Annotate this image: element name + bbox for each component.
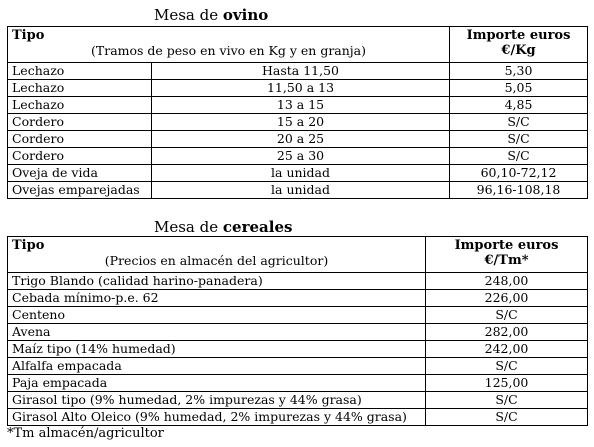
- tipo-cell: Centeno: [7, 306, 426, 324]
- table-row: Lechazo Hasta 11,50 5,30: [7, 62, 589, 80]
- tipo-cell: Ovejas emparejadas: [7, 181, 152, 199]
- table-row: Lechazo 11,50 a 13 5,05: [7, 79, 589, 97]
- cereales-header-row: Tipo (Precios en almacén del agricultor)…: [7, 236, 588, 273]
- importe-cell: S/C: [425, 306, 588, 324]
- tipo-cell: Maíz tipo (14% humedad): [7, 340, 426, 358]
- tramo-cell: la unidad: [150, 164, 451, 182]
- table-row: Cordero 15 a 20 S/C: [7, 113, 589, 131]
- tramo-cell: Hasta 11,50: [150, 62, 451, 80]
- tramo-cell: 13 a 15: [150, 96, 451, 114]
- importe-cell: 248,00: [425, 272, 588, 290]
- tipo-cell: Cordero: [7, 147, 152, 165]
- tramo-cell: la unidad: [150, 181, 451, 199]
- ovino-title: Mesa de ovino: [154, 6, 269, 24]
- importe-cell: S/C: [449, 130, 589, 148]
- tipo-cell: Trigo Blando (calidad harino-panadera): [7, 272, 426, 290]
- ovino-col-importe-header: Importe euros €/Kg: [449, 26, 589, 63]
- table-row: Ovejas emparejadas la unidad 96,16-108,18: [7, 181, 589, 199]
- importe-cell: S/C: [425, 408, 588, 426]
- tipo-cell: Cordero: [7, 113, 152, 131]
- cereales-table: Tipo (Precios en almacén del agricultor)…: [7, 236, 588, 426]
- importe-cell: S/C: [425, 357, 588, 375]
- tipo-cell: Girasol Alto Oleico (9% humedad, 2% impu…: [7, 408, 426, 426]
- importe-cell: S/C: [449, 113, 589, 131]
- table-row: Oveja de vida la unidad 60,10-72,12: [7, 164, 589, 182]
- ovino-header-row: Tipo (Tramos de peso en vivo en Kg y en …: [6, 26, 589, 63]
- tipo-cell: Paja empacada: [7, 374, 426, 392]
- cereales-col-tipo-header: Tipo (Precios en almacén del agricultor): [7, 236, 426, 273]
- tipo-cell: Girasol tipo (9% humedad, 2% impurezas y…: [7, 391, 426, 409]
- importe-cell: 125,00: [425, 374, 588, 392]
- table-row: Girasol tipo (9% humedad, 2% impurezas y…: [7, 391, 588, 409]
- cereales-title: Mesa de cereales: [154, 218, 293, 236]
- tramo-cell: 25 a 30: [150, 147, 451, 165]
- ovino-table: Tipo (Tramos de peso en vivo en Kg y en …: [6, 26, 589, 199]
- importe-cell: 4,85: [449, 96, 589, 114]
- tipo-cell: Cordero: [7, 130, 152, 148]
- importe-cell: 60,10-72,12: [449, 164, 589, 182]
- table-row: Girasol Alto Oleico (9% humedad, 2% impu…: [7, 408, 588, 426]
- table-row: Lechazo 13 a 15 4,85: [7, 96, 589, 114]
- tipo-cell: Avena: [7, 323, 426, 341]
- table-row: Cordero 20 a 25 S/C: [7, 130, 589, 148]
- ovino-col-tipo-header: Tipo (Tramos de peso en vivo en Kg y en …: [6, 26, 451, 63]
- table-row: Paja empacada 125,00: [7, 374, 588, 392]
- table-row: Trigo Blando (calidad harino-panadera) 24…: [7, 272, 588, 290]
- tipo-cell: Alfalfa empacada: [7, 357, 426, 375]
- tramo-cell: 20 a 25: [150, 130, 451, 148]
- importe-cell: 5,30: [449, 62, 589, 80]
- importe-cell: 226,00: [425, 289, 588, 307]
- cereales-col-importe-header: Importe euros €/Tm*: [425, 236, 588, 273]
- importe-cell: S/C: [425, 391, 588, 409]
- tipo-cell: Lechazo: [7, 62, 152, 80]
- tipo-cell: Lechazo: [7, 96, 152, 114]
- importe-cell: 5,05: [449, 79, 589, 97]
- tipo-cell: Lechazo: [7, 79, 152, 97]
- table-row: Cordero 25 a 30 S/C: [7, 147, 589, 165]
- tramo-cell: 15 a 20: [150, 113, 451, 131]
- importe-cell: 242,00: [425, 340, 588, 358]
- tramo-cell: 11,50 a 13: [150, 79, 451, 97]
- importe-cell: 96,16-108,18: [449, 181, 589, 199]
- table-row: Cebada mínimo-p.e. 62 226,00: [7, 289, 588, 307]
- table-row: Centeno S/C: [7, 306, 588, 324]
- footnote: *Tm almacén/agricultor: [7, 426, 164, 441]
- table-row: Maíz tipo (14% humedad) 242,00: [7, 340, 588, 358]
- table-row: Avena 282,00: [7, 323, 588, 341]
- tipo-cell: Oveja de vida: [7, 164, 152, 182]
- importe-cell: S/C: [449, 147, 589, 165]
- importe-cell: 282,00: [425, 323, 588, 341]
- tipo-cell: Cebada mínimo-p.e. 62: [7, 289, 426, 307]
- table-row: Alfalfa empacada S/C: [7, 357, 588, 375]
